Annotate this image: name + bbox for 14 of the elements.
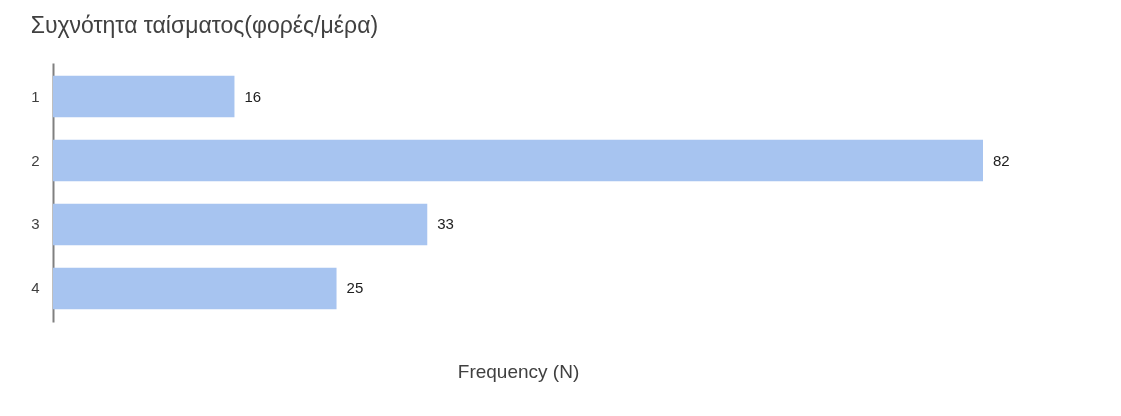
y-tick-label: 4 <box>31 279 40 297</box>
data-label: 33 <box>437 215 454 233</box>
y-tick-label: 1 <box>31 87 40 105</box>
data-label: 25 <box>346 279 364 297</box>
data-label: 82 <box>993 151 1010 169</box>
bar <box>53 139 983 182</box>
y-tick-label: 3 <box>31 215 40 233</box>
bar <box>53 75 235 118</box>
y-tick-label: 2 <box>31 151 40 169</box>
x-axis-title: Frequency (N) <box>457 360 580 382</box>
data-label: 16 <box>244 87 262 105</box>
chart-title: Συχνότητα ταίσματος(φορές/μέρα) <box>30 12 379 38</box>
bar <box>53 203 428 246</box>
bar <box>53 267 337 310</box>
